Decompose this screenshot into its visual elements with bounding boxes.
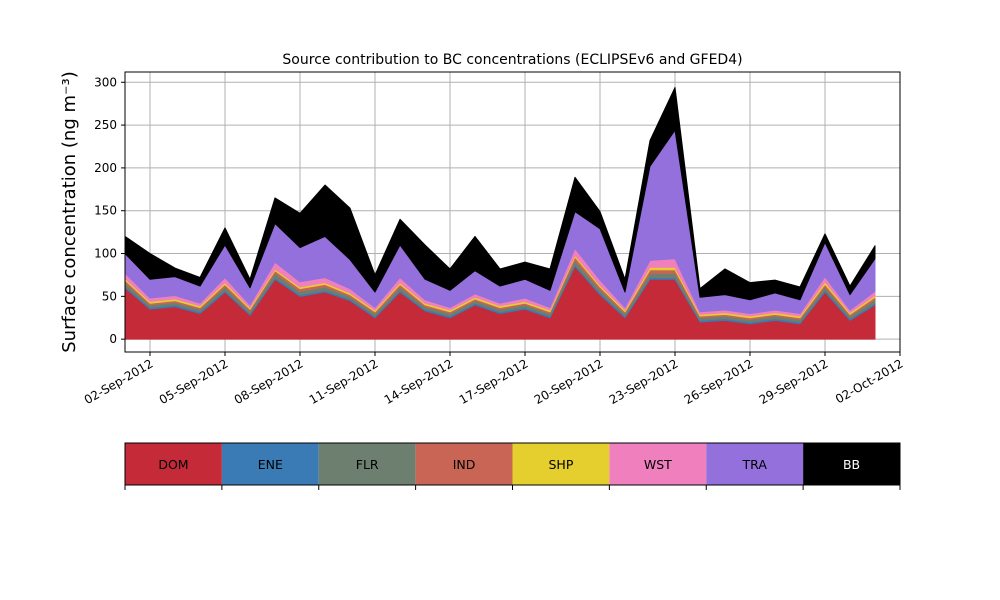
y-tick-label: 250	[94, 118, 117, 132]
y-tick-label: 0	[109, 332, 117, 346]
x-axis: 02-Sep-2012 05-Sep-2012 08-Sep-2012 11-Sep-…	[82, 352, 906, 407]
legend-swatch-wst	[609, 443, 707, 485]
legend-swatch-shp	[512, 443, 610, 485]
legend-swatch-ene	[221, 443, 319, 485]
area-bb	[124, 86, 876, 301]
x-tick-label: 20-Sep-2012	[532, 356, 606, 407]
x-tick-label: 05-Sep-2012	[157, 356, 231, 407]
y-tick-label: 100	[94, 247, 117, 261]
x-tick-label: 11-Sep-2012	[307, 356, 381, 407]
legend-swatch-ind	[415, 443, 513, 485]
x-tick-label: 26-Sep-2012	[682, 356, 756, 407]
y-tick-label: 50	[102, 289, 117, 303]
legend-label-shp: SHP	[549, 457, 574, 472]
legend-label-tra: TRA	[742, 457, 768, 472]
x-tick-label: 23-Sep-2012	[607, 356, 681, 407]
x-tick-label: 02-Oct-2012	[833, 356, 905, 406]
legend-label-ind: IND	[453, 457, 476, 472]
x-tick-label: 29-Sep-2012	[757, 356, 831, 407]
x-tick-label: 17-Sep-2012	[457, 356, 531, 407]
legend-label-dom: DOM	[158, 457, 188, 472]
x-tick-label: 14-Sep-2012	[382, 356, 456, 407]
stacked-areas	[124, 86, 876, 340]
legend-label-ene: ENE	[258, 457, 283, 472]
y-axis-label: Surface concentration (ng m⁻³)	[59, 71, 80, 353]
legend-swatch-flr	[318, 443, 416, 485]
legend-swatch-tra	[706, 443, 804, 485]
legend-label-wst: WST	[644, 457, 672, 472]
plot-frame	[124, 71, 901, 353]
y-tick-label: 300	[94, 75, 117, 89]
legend-swatch-dom	[125, 443, 222, 485]
y-tick-label: 150	[94, 204, 117, 218]
x-tick-label: 02-Sep-2012	[82, 356, 156, 407]
legend-swatch-bb	[803, 443, 900, 485]
y-tick-label: 200	[94, 161, 117, 175]
legend-label-bb: BB	[843, 457, 860, 472]
x-tick-label: 08-Sep-2012	[232, 356, 306, 407]
legend-label-flr: FLR	[356, 457, 379, 472]
y-axis: 0 50 100 150 200 250 300	[94, 75, 125, 346]
chart-title: Source contribution to BC concentrations…	[282, 52, 742, 68]
legend-colorbar: DOM ENE FLR IND SHP WST TRA BB	[124, 442, 901, 490]
